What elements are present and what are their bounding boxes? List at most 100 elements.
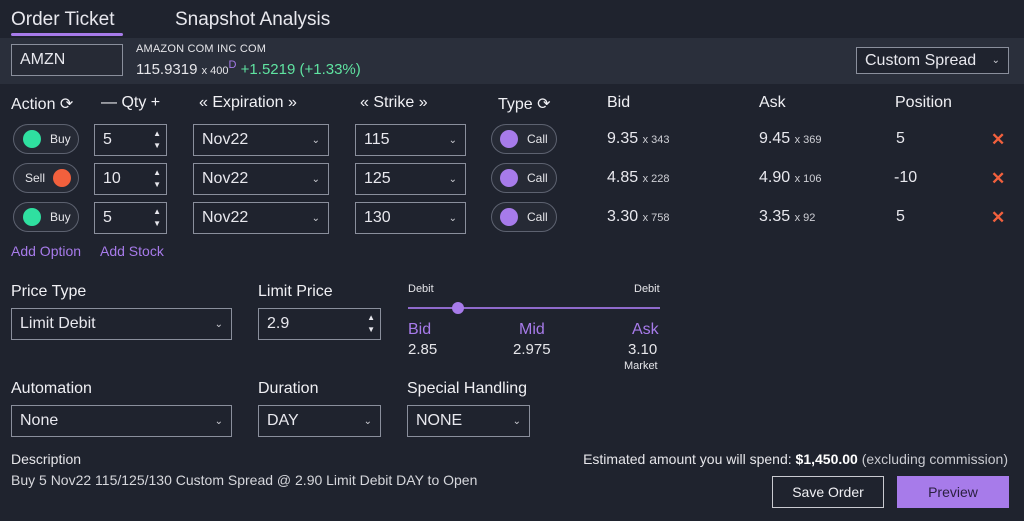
price-type-value: Limit Debit [20, 315, 96, 332]
call-indicator-icon [500, 208, 518, 226]
header-type: Type ⟳ [498, 94, 551, 114]
slider-ask-value: 3.10 [628, 341, 658, 358]
add-option-link[interactable]: Add Option [11, 243, 82, 259]
slider-left-label: Debit [408, 283, 434, 295]
slider-mid-label[interactable]: Mid [519, 321, 545, 338]
leg-1-strike-select[interactable]: 115 ⌄ [355, 124, 466, 156]
leg-3-qty-stepper[interactable]: 5 ▲ ▼ [94, 202, 167, 234]
leg-1-qty-value: 5 [103, 131, 112, 148]
refresh-icon[interactable]: ⟳ [537, 96, 551, 113]
double-chevron-right-icon[interactable]: » [418, 94, 428, 111]
double-chevron-right-icon[interactable]: » [287, 94, 297, 111]
active-tab-indicator [11, 33, 123, 36]
order-description: Buy 5 Nov22 115/125/130 Custom Spread @ … [11, 472, 478, 488]
leg-3-bid-size: x 758 [642, 212, 670, 224]
plus-icon[interactable]: + [150, 94, 161, 111]
leg-2-remove-icon[interactable]: ✕ [991, 169, 1006, 188]
slider-bid-label[interactable]: Bid [408, 321, 432, 338]
leg-2-strike-select[interactable]: 125 ⌄ [355, 163, 466, 195]
leg-1-action-label: Buy [50, 132, 71, 146]
duration-select[interactable]: DAY ⌄ [258, 405, 381, 437]
leg-2-bid: 4.85 x 228 [607, 169, 670, 187]
save-order-button[interactable]: Save Order [772, 476, 884, 508]
slider-mid-value: 2.975 [513, 341, 551, 358]
price-change: +1.5219 (+1.33%) [240, 61, 361, 78]
leg-3-strike-select[interactable]: 130 ⌄ [355, 202, 466, 234]
chevron-down-icon: ⌄ [448, 134, 457, 146]
price-type-label: Price Type [11, 283, 87, 300]
symbol-bar [0, 38, 1024, 84]
strategy-value: Custom Spread [865, 51, 977, 69]
estimate-amount: $1,450.00 [795, 451, 858, 467]
double-chevron-left-icon[interactable]: « [199, 94, 208, 111]
leg-3-strike-value: 130 [364, 209, 391, 226]
chevron-down-icon: ⌄ [448, 173, 457, 185]
header-expiration-label: Expiration [212, 94, 284, 111]
leg-1-expiration-value: Nov22 [202, 131, 249, 148]
tab-order-ticket[interactable]: Order Ticket [11, 9, 115, 30]
sell-indicator-icon [53, 169, 72, 187]
leg-3-type-toggle[interactable]: Call [491, 202, 557, 232]
leg-3-expiration-select[interactable]: Nov22 ⌄ [193, 202, 329, 234]
chevron-down-icon: ⌄ [311, 173, 320, 185]
leg-1-bid-size: x 343 [642, 134, 670, 146]
chevron-down-icon: ⌄ [448, 212, 457, 224]
stepper-arrows-icon[interactable]: ▲ ▼ [367, 313, 375, 334]
leg-1-expiration-select[interactable]: Nov22 ⌄ [193, 124, 329, 156]
leg-2-type-toggle[interactable]: Call [491, 163, 557, 193]
price-slider-handle[interactable] [452, 302, 464, 314]
header-position: Position [895, 94, 952, 111]
limit-price-value: 2.9 [267, 315, 290, 332]
tab-snapshot-analysis[interactable]: Snapshot Analysis [175, 9, 331, 30]
double-chevron-left-icon[interactable]: « [360, 94, 369, 111]
limit-price-stepper[interactable]: 2.9 ▲ ▼ [258, 308, 381, 340]
slider-ask-label[interactable]: Ask [632, 321, 659, 338]
leg-1-position: 5 [896, 130, 905, 147]
leg-2-action-toggle[interactable]: Sell [13, 163, 79, 193]
symbol-input[interactable]: AMZN [11, 44, 123, 76]
stepper-arrows-icon[interactable]: ▲ ▼ [153, 168, 161, 189]
leg-2-expiration-value: Nov22 [202, 170, 249, 187]
leg-1-remove-icon[interactable]: ✕ [991, 130, 1006, 149]
estimate-suffix: (excluding commission) [861, 451, 1008, 467]
leg-2-expiration-select[interactable]: Nov22 ⌄ [193, 163, 329, 195]
leg-2-qty-value: 10 [103, 170, 121, 187]
leg-1-qty-stepper[interactable]: 5 ▲ ▼ [94, 124, 167, 156]
last-price: 115.9319 [136, 61, 198, 78]
special-handling-select[interactable]: NONE ⌄ [407, 405, 530, 437]
company-name: AMAZON COM INC COM [136, 43, 267, 55]
slider-right-label: Debit [634, 283, 660, 295]
leg-2-qty-stepper[interactable]: 10 ▲ ▼ [94, 163, 167, 195]
leg-3-ask-price: 3.35 [759, 208, 791, 225]
refresh-icon[interactable]: ⟳ [59, 96, 74, 113]
chevron-down-icon: ⌄ [214, 318, 223, 330]
strategy-select[interactable]: Custom Spread ⌄ [856, 47, 1009, 74]
stepper-arrows-icon[interactable]: ▲ ▼ [153, 207, 161, 228]
leg-1-action-toggle[interactable]: Buy [13, 124, 79, 154]
leg-3-type-label: Call [527, 210, 548, 224]
leg-3-remove-icon[interactable]: ✕ [991, 208, 1006, 227]
minus-icon[interactable]: — [101, 94, 117, 111]
price-slider-track[interactable] [408, 307, 660, 309]
leg-2-action-label: Sell [25, 171, 46, 185]
leg-2-ask: 4.90 x 106 [759, 169, 822, 187]
price-type-select[interactable]: Limit Debit ⌄ [11, 308, 232, 340]
leg-3-action-label: Buy [50, 210, 71, 224]
leg-1-type-toggle[interactable]: Call [491, 124, 557, 154]
chevron-down-icon: ⌄ [311, 134, 320, 146]
automation-label: Automation [11, 380, 92, 397]
leg-2-position: -10 [894, 169, 918, 186]
last-size: x 400 [201, 65, 229, 77]
leg-3-ask-size: x 92 [794, 212, 816, 224]
header-strike-label: Strike [373, 94, 415, 111]
header-bid: Bid [607, 94, 631, 111]
leg-3-ask: 3.35 x 92 [759, 208, 815, 226]
chevron-down-icon: ⌄ [991, 55, 1000, 66]
header-strike: « Strike » [360, 94, 428, 112]
add-stock-link[interactable]: Add Stock [100, 243, 164, 259]
preview-button[interactable]: Preview [897, 476, 1009, 508]
stepper-arrows-icon[interactable]: ▲ ▼ [153, 129, 161, 150]
automation-select[interactable]: None ⌄ [11, 405, 232, 437]
leg-2-bid-price: 4.85 [607, 169, 639, 186]
leg-3-action-toggle[interactable]: Buy [13, 202, 79, 232]
